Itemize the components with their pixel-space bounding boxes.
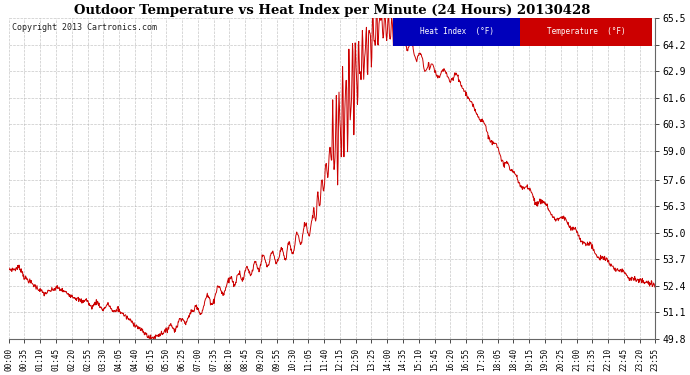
Text: Heat Index  (°F): Heat Index (°F) [420,27,493,36]
Title: Outdoor Temperature vs Heat Index per Minute (24 Hours) 20130428: Outdoor Temperature vs Heat Index per Mi… [74,4,590,17]
FancyBboxPatch shape [393,18,520,46]
FancyBboxPatch shape [520,18,652,46]
Text: Temperature  (°F): Temperature (°F) [546,27,625,36]
Text: Copyright 2013 Cartronics.com: Copyright 2013 Cartronics.com [12,23,157,32]
